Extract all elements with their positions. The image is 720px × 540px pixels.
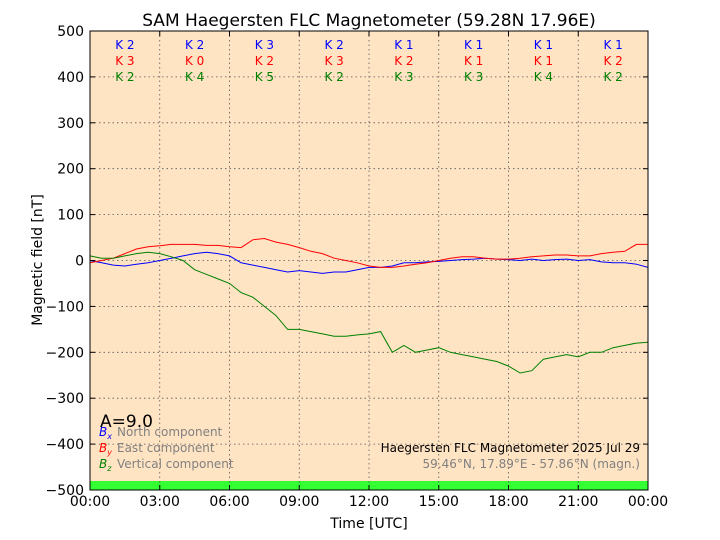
- x-axis-ticks: 00:00 03:00 06:00 09:00 12:00 15:00 18:00 21:00…: [70, 31, 668, 510]
- k-index-value: K 1: [464, 54, 483, 68]
- y-tick-label: 200: [57, 162, 84, 178]
- k-index-value: K 2: [324, 38, 343, 52]
- k-index-value: K 2: [115, 38, 134, 52]
- k-index-value: K 2: [324, 70, 343, 84]
- x-tick-label: 00:00: [70, 494, 110, 510]
- k-index-value: K 3: [255, 38, 274, 52]
- y-tick-label: 400: [57, 70, 84, 86]
- x-tick-label: 12:00: [349, 494, 389, 510]
- chart-title: SAM Haegersten FLC Magnetometer (59.28N …: [142, 11, 596, 31]
- y-tick-label: −100: [46, 299, 84, 315]
- x-tick-label: 18:00: [488, 494, 528, 510]
- k-index-value: K 1: [534, 38, 553, 52]
- k-index-value: K 5: [255, 70, 274, 84]
- k-index-value: K 3: [394, 70, 413, 84]
- k-index-value: K 2: [603, 54, 622, 68]
- k-index-value: K 1: [603, 38, 622, 52]
- y-tick-label: 500: [57, 24, 84, 40]
- y-tick-label: −500: [46, 483, 84, 499]
- k-index-value: K 3: [464, 70, 483, 84]
- k-index-value: K 2: [185, 38, 204, 52]
- y-tick-label: −400: [46, 437, 84, 453]
- x-tick-label: 00:00: [628, 494, 668, 510]
- k-index-value: K 2: [394, 54, 413, 68]
- y-tick-label: 0: [75, 254, 84, 270]
- series-lines: [89, 237, 649, 374]
- k-index-value: K 1: [394, 38, 413, 52]
- k-index-value: K 3: [115, 54, 134, 68]
- x-tick-label: 09:00: [279, 494, 319, 510]
- series-line-z: [89, 251, 649, 374]
- x-tick-label: 03:00: [140, 494, 180, 510]
- legend-label: East component: [117, 441, 215, 455]
- k-index-value: K 2: [255, 54, 274, 68]
- y-axis-ticks: −500 −400 −300 −200 −100 0 100 200 300 400 500: [46, 24, 648, 499]
- k-index-value: K 2: [115, 70, 134, 84]
- k-index-value: K 0: [185, 54, 204, 68]
- legend-label: Vertical component: [117, 457, 234, 471]
- y-axis-label: Magnetic field [nT]: [30, 194, 46, 326]
- k-index-value: K 1: [464, 38, 483, 52]
- series-line-x: [89, 251, 649, 274]
- station-label: Haegersten FLC Magnetometer 2025 Jul 29: [381, 441, 640, 455]
- y-tick-label: −200: [46, 345, 84, 361]
- y-tick-label: 100: [57, 208, 84, 224]
- k-index-value: K 2: [603, 70, 622, 84]
- series-line-y: [89, 237, 648, 268]
- coords-label: 59.46°N, 17.89°E - 57.86°N (magn.): [423, 457, 640, 471]
- legend-label: North component: [117, 425, 223, 439]
- a-index-label: A=9.0: [100, 412, 153, 432]
- x-axis-label: Time [UTC]: [329, 516, 407, 532]
- y-tick-label: 300: [57, 116, 84, 132]
- k-index-value: K 4: [534, 70, 553, 84]
- k-index-value: K 1: [534, 54, 553, 68]
- x-tick-label: 15:00: [419, 494, 459, 510]
- x-tick-label: 06:00: [209, 494, 249, 510]
- k-index-value: K 3: [324, 54, 343, 68]
- y-tick-label: −300: [46, 391, 84, 407]
- x-tick-label: 21:00: [558, 494, 598, 510]
- k-index-table: K 2 K 2 K 3 K 2 K 1 K 1 K 1 K 1 K 3 K 0 K 2 K 3 K 2 K…: [115, 38, 623, 84]
- k-index-value: K 4: [185, 70, 204, 84]
